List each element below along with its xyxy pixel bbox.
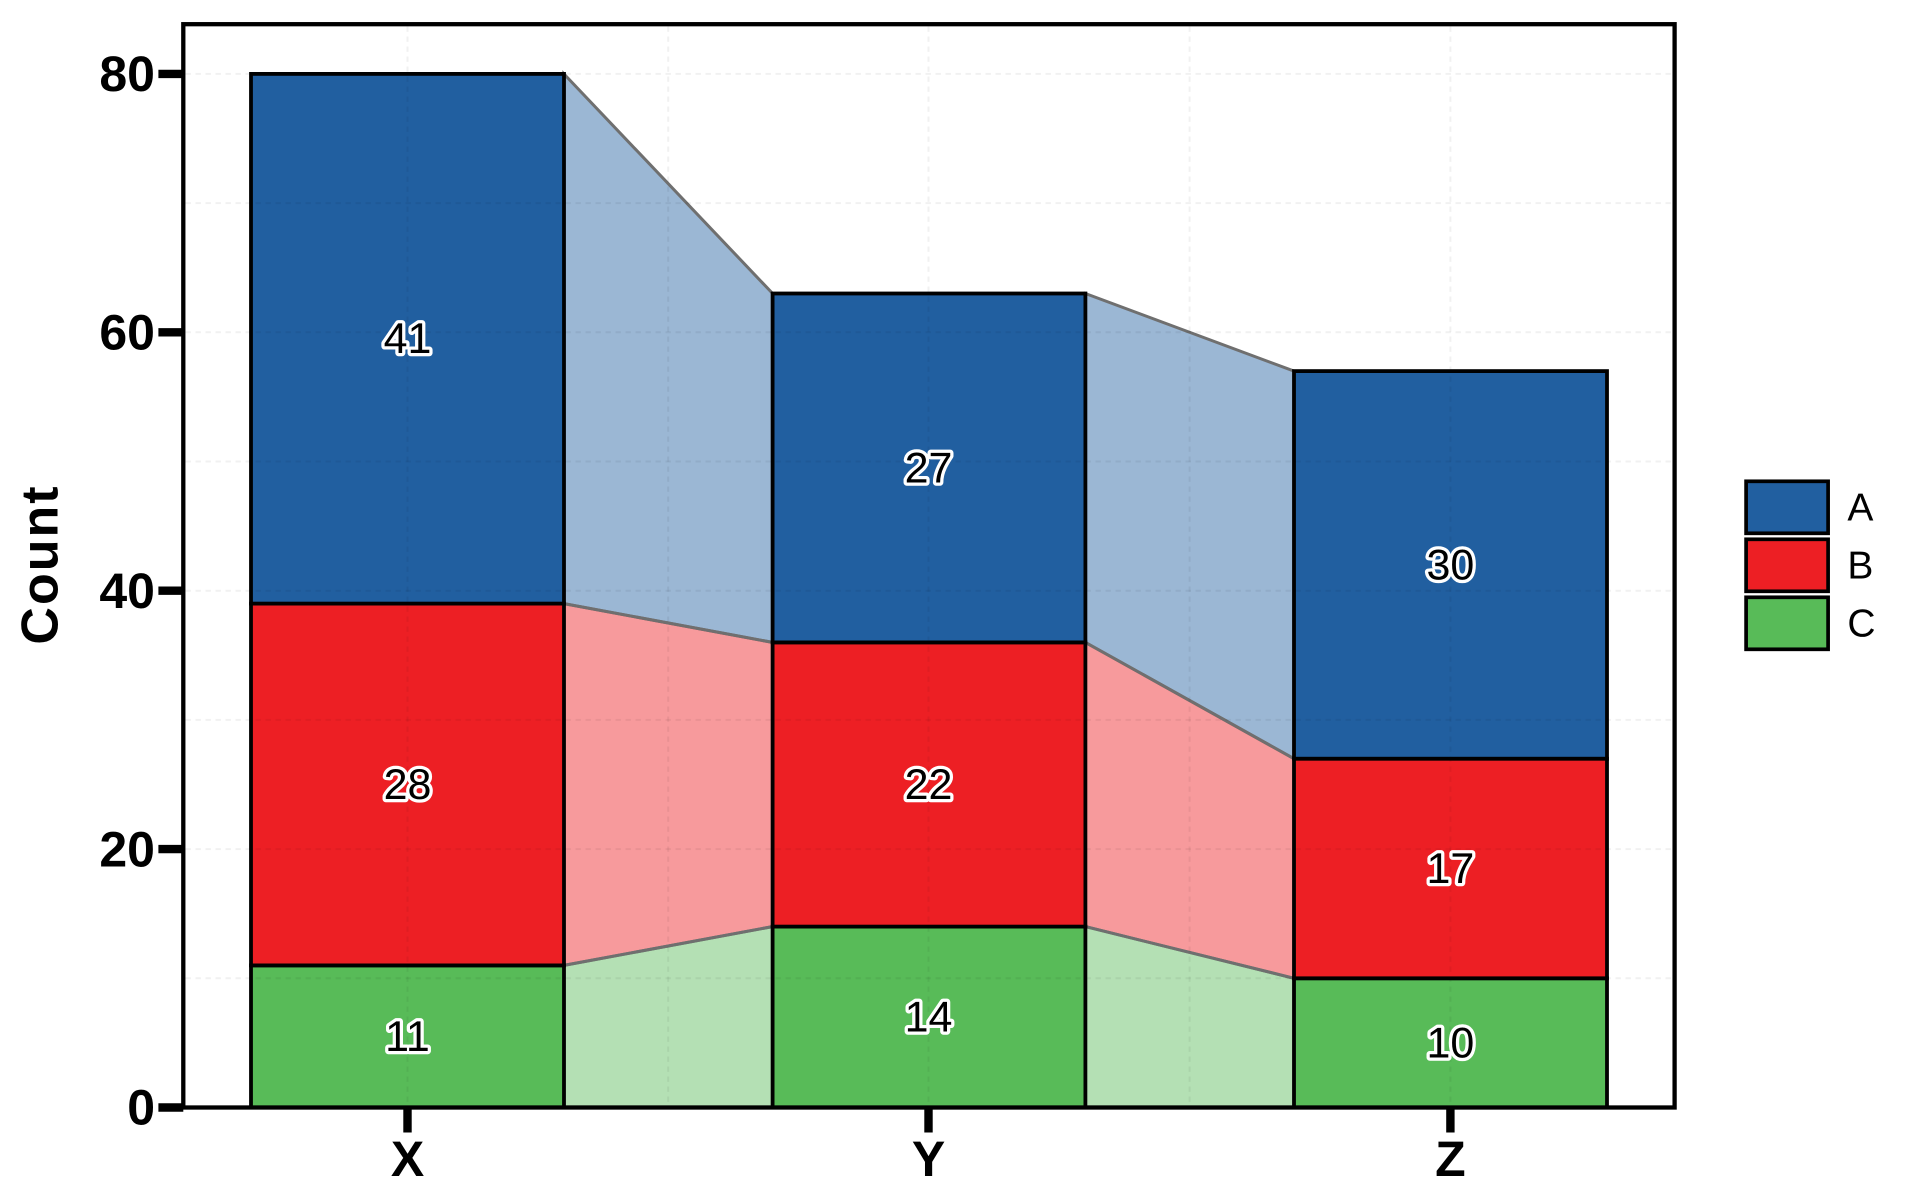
svg-text:B: B — [1847, 544, 1873, 587]
svg-text:22: 22 — [905, 761, 953, 809]
svg-text:0: 0 — [127, 1080, 155, 1136]
svg-text:A: A — [1847, 487, 1873, 530]
svg-text:Y: Y — [912, 1131, 945, 1187]
svg-text:20: 20 — [99, 821, 155, 877]
svg-text:41: 41 — [384, 315, 432, 363]
svg-text:17: 17 — [1426, 845, 1474, 893]
svg-text:80: 80 — [99, 46, 155, 102]
svg-text:Count: Count — [11, 484, 69, 644]
svg-text:30: 30 — [1426, 541, 1474, 589]
svg-text:Z: Z — [1435, 1131, 1466, 1187]
svg-text:C: C — [1847, 603, 1875, 646]
svg-text:X: X — [391, 1131, 424, 1187]
svg-text:60: 60 — [99, 305, 155, 361]
svg-text:27: 27 — [905, 444, 953, 492]
svg-text:10: 10 — [1426, 1019, 1474, 1067]
svg-text:14: 14 — [905, 994, 953, 1042]
svg-text:28: 28 — [384, 761, 432, 809]
svg-text:11: 11 — [385, 1013, 430, 1061]
svg-text:40: 40 — [99, 563, 155, 619]
